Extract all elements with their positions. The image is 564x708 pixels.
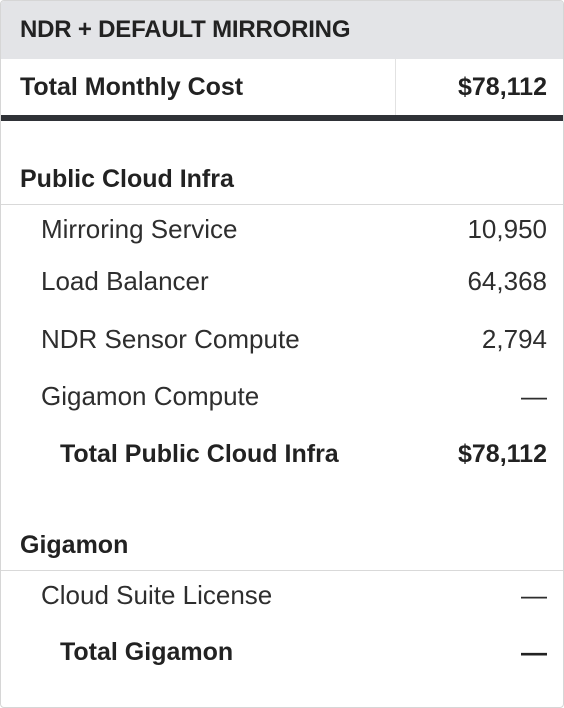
section-title-gigamon: Gigamon	[1, 517, 563, 571]
card-header: NDR + DEFAULT MIRRORING	[1, 1, 563, 59]
subtotal-label: Total Gigamon	[60, 637, 234, 666]
item-label: Gigamon Compute	[41, 381, 260, 412]
total-monthly-cost-label: Total Monthly Cost	[1, 59, 396, 115]
subtotal-label: Total Public Cloud Infra	[60, 439, 339, 468]
subtotal-gigamon-row: Total Gigamon —	[1, 619, 563, 685]
list-item-gigamon-compute: Gigamon Compute —	[1, 368, 563, 426]
section-title-public-cloud: Public Cloud Infra	[1, 151, 563, 205]
item-value: —	[521, 381, 547, 412]
total-monthly-cost-value: $78,112	[458, 72, 547, 101]
item-value: —	[521, 579, 547, 610]
item-value: 10,950	[467, 213, 547, 244]
item-value: 64,368	[467, 266, 547, 297]
item-label: NDR Sensor Compute	[41, 323, 300, 354]
list-item-mirroring-service: Mirroring Service 10,950	[1, 205, 563, 253]
item-label: Cloud Suite License	[41, 579, 273, 610]
list-item-cloud-suite-license: Cloud Suite License —	[1, 571, 563, 619]
item-label: Mirroring Service	[41, 213, 238, 244]
subtotal-value: —	[521, 636, 547, 667]
list-item-ndr-sensor-compute: NDR Sensor Compute 2,794	[1, 311, 563, 369]
item-value: 2,794	[481, 323, 547, 354]
list-item-load-balancer: Load Balancer 64,368	[1, 253, 563, 311]
item-label: Load Balancer	[41, 266, 209, 297]
card-title: NDR + DEFAULT MIRRORING	[20, 16, 351, 43]
total-monthly-cost-row: Total Monthly Cost $78,112	[1, 59, 563, 121]
subtotal-value: $78,112	[458, 439, 547, 468]
subtotal-public-cloud-row: Total Public Cloud Infra $78,112	[1, 426, 563, 484]
